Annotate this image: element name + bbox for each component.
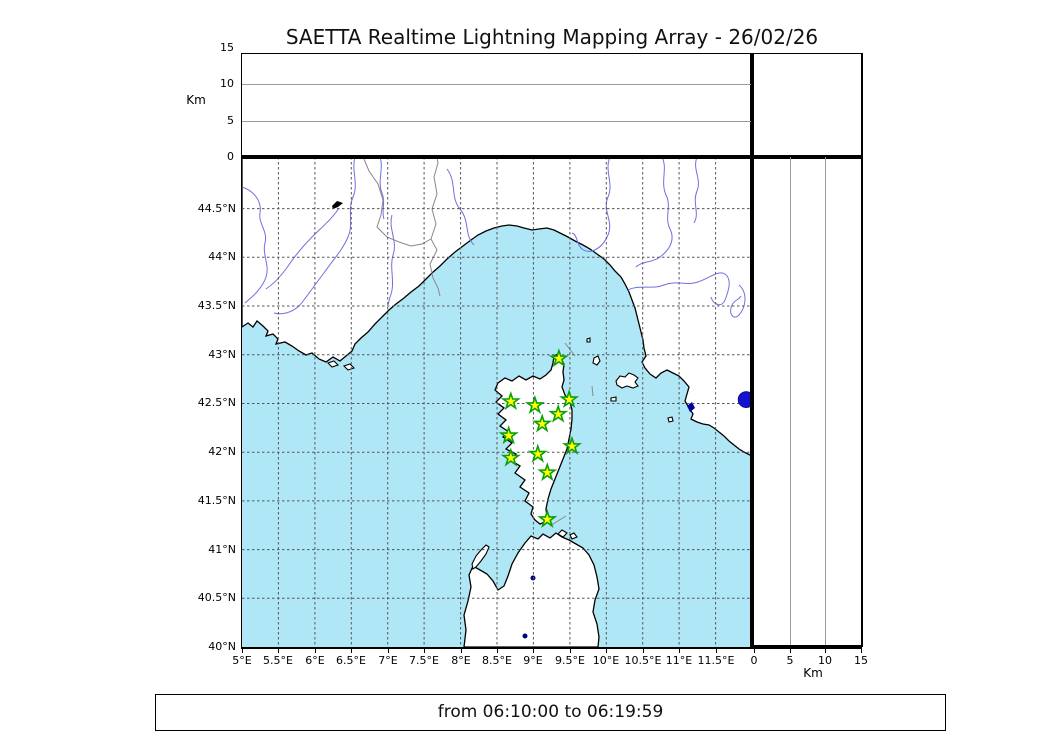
sardinia-island (463, 532, 600, 648)
station-star (548, 403, 569, 423)
lon-tick-label: 7.5°E (409, 654, 439, 667)
lon-tick-label: 6.5°E (336, 654, 366, 667)
lon-tick-label: 5°E (232, 654, 252, 667)
station-star (500, 390, 521, 411)
altitude-tick-label: 5 (227, 114, 234, 127)
lon-tick-label: 8°E (451, 654, 471, 667)
lat-tick-label: 41°N (208, 543, 236, 556)
lon-tick-mark (679, 649, 680, 653)
altitude-latitude-panel (754, 157, 863, 647)
lon-tick-mark (424, 649, 425, 653)
station-star (561, 435, 583, 455)
lon-tick-mark (242, 649, 243, 653)
lat-tick-label: 41.5°N (197, 494, 236, 507)
lon-tick-label: 10.5°E (624, 654, 662, 667)
page-title: SAETTA Realtime Lightning Mapping Array … (285, 25, 819, 49)
altitude-gridline (242, 120, 751, 122)
right-axis-label: Km (803, 666, 823, 680)
lon-tick-mark (570, 649, 571, 653)
panel-divider-vertical (750, 53, 754, 649)
map-top-border (241, 155, 862, 159)
altitude-tick-label: 0 (227, 150, 234, 163)
right-km-tick-label: 10 (818, 654, 832, 667)
lon-tick-label: 6°E (305, 654, 325, 667)
right-km-tick-mark (825, 649, 826, 653)
lat-tick-label: 40°N (208, 640, 236, 653)
lon-tick-label: 7°E (378, 654, 398, 667)
lon-tick-label: 11.5°E (697, 654, 735, 667)
altitude-axis-label: Km (186, 93, 206, 107)
station-star (532, 413, 553, 433)
lon-tick-mark (533, 649, 534, 653)
station-star (548, 348, 569, 368)
lon-tick-mark (497, 649, 498, 653)
altitude-tick-label: 10 (220, 77, 234, 90)
lon-tick-label: 10°E (592, 654, 620, 667)
right-gridline (825, 157, 827, 645)
lon-tick-label: 11°E (665, 654, 693, 667)
right-km-tick-mark (754, 649, 755, 653)
lakes (332, 201, 695, 639)
map-panel (241, 156, 755, 649)
lon-tick-mark (278, 649, 279, 653)
lon-tick-mark (643, 649, 644, 653)
lat-tick-label: 44°N (208, 250, 236, 263)
station-star (537, 508, 558, 528)
small-islands (326, 337, 674, 570)
altitude-gridline (242, 84, 751, 85)
right-km-tick-mark (790, 649, 791, 653)
lat-tick-label: 40.5°N (197, 591, 236, 604)
lon-tick-label: 9°E (523, 654, 543, 667)
lat-tick-label: 44.5°N (197, 202, 236, 215)
station-markers (498, 348, 583, 528)
lon-tick-mark (461, 649, 462, 653)
right-panel-bottom-border (750, 645, 862, 649)
lon-tick-label: 9.5°E (555, 654, 585, 667)
lon-tick-mark (315, 649, 316, 653)
station-star (527, 443, 548, 463)
lon-tick-mark (351, 649, 352, 653)
right-km-tick-label: 5 (786, 654, 794, 667)
station-star (537, 462, 558, 482)
lat-tick-label: 42.5°N (197, 396, 236, 409)
altitude-histogram-panel (754, 53, 863, 158)
mainland-coast (241, 156, 753, 458)
lat-tick-label: 43.5°N (197, 299, 236, 312)
station-star (524, 394, 545, 414)
lon-tick-mark (388, 649, 389, 653)
right-gridline (789, 157, 791, 645)
lon-tick-label: 5.5°E (263, 654, 293, 667)
time-range-box: from 06:10:00 to 06:19:59 (155, 694, 946, 731)
altitude-longitude-panel (241, 53, 752, 158)
station-star (498, 425, 519, 445)
right-km-tick-mark (861, 649, 862, 653)
right-km-tick-label: 15 (854, 654, 868, 667)
lat-tick-label: 43°N (208, 348, 236, 361)
time-range-text: from 06:10:00 to 06:19:59 (437, 702, 664, 722)
lon-tick-label: 8.5°E (482, 654, 512, 667)
station-star (500, 447, 521, 467)
right-km-tick-label: 0 (750, 654, 758, 667)
station-star (559, 389, 580, 409)
latlon-gridlines (242, 157, 752, 647)
lon-tick-mark (606, 649, 607, 653)
lon-tick-mark (716, 649, 717, 653)
altitude-tick-label: 15 (220, 41, 234, 54)
lat-tick-label: 42°N (208, 445, 236, 458)
map-canvas (241, 156, 755, 648)
